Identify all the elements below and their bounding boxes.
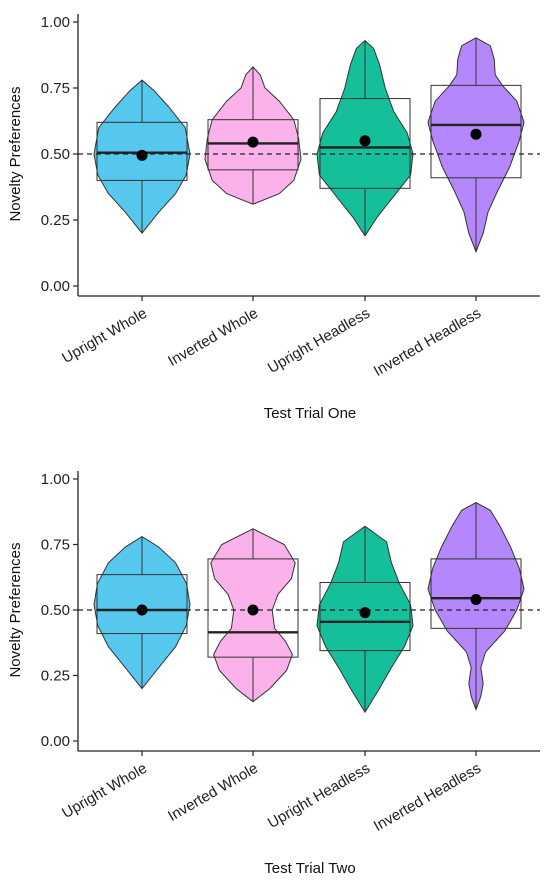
- mean-point-3: [359, 135, 371, 147]
- x-tick-label: Upright Whole: [59, 760, 150, 822]
- y-tick-label: 1.00: [41, 471, 70, 488]
- mean-point-4: [470, 594, 482, 606]
- box-1: [96, 121, 188, 181]
- mean-point-2: [247, 136, 259, 148]
- box-3: [319, 98, 411, 189]
- x-tick-label: Inverted Headless: [371, 760, 484, 835]
- x-axis-title: Test Trial Two: [264, 860, 355, 877]
- box-2: [207, 119, 299, 171]
- x-tick-label: Inverted Whole: [165, 305, 261, 370]
- y-axis-title: Novelty Preferences: [7, 86, 24, 221]
- y-tick-label: 0.00: [41, 733, 70, 750]
- y-tick-label: 1.00: [41, 14, 70, 31]
- x-tick-label: Upright Whole: [59, 305, 150, 367]
- box-2: [207, 558, 299, 658]
- y-tick-label: 0.50: [41, 602, 70, 619]
- y-tick-label: 0.75: [41, 537, 70, 554]
- mean-point-3: [359, 607, 371, 619]
- y-axis-title: Novelty Preferences: [7, 542, 24, 677]
- x-tick-label: Inverted Headless: [371, 305, 484, 380]
- y-tick-label: 0.50: [41, 146, 70, 163]
- mean-point-4: [470, 128, 482, 140]
- mean-point-1: [136, 149, 148, 161]
- y-tick-label: 0.25: [41, 212, 70, 229]
- box-3: [319, 581, 411, 652]
- y-tick-label: 0.75: [41, 80, 70, 97]
- box-1: [96, 574, 188, 635]
- y-tick-label: 0.00: [41, 278, 70, 295]
- y-tick-label: 0.25: [41, 668, 70, 685]
- x-axis-title: Test Trial One: [264, 405, 357, 422]
- x-tick-label: Upright Headless: [265, 760, 373, 832]
- box-4: [430, 558, 522, 629]
- x-tick-label: Upright Headless: [265, 305, 373, 377]
- violin-4: [427, 37, 525, 254]
- x-tick-label: Inverted Whole: [165, 760, 261, 825]
- box-4: [430, 84, 522, 179]
